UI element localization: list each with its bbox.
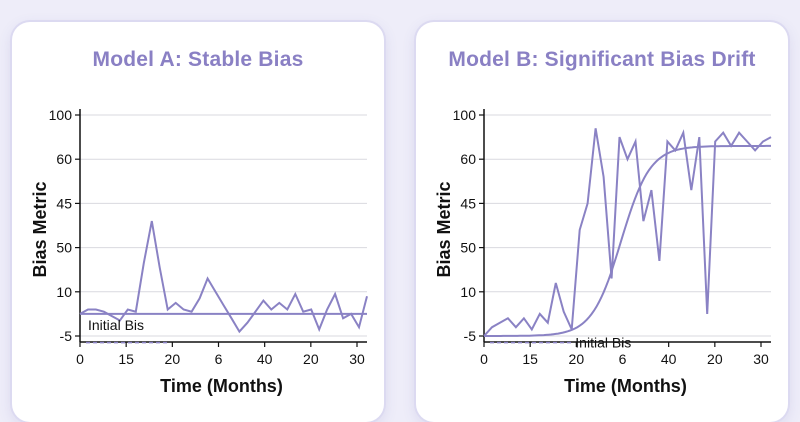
x-tick-label: 20	[165, 351, 181, 367]
x-tick-label: 20	[707, 351, 723, 367]
x-tick-label: 20	[569, 351, 585, 367]
chart-card-model-b: Model B: Significant Bias Drift -5 10 50 45…	[416, 22, 788, 422]
x-tick-label: 30	[349, 351, 365, 367]
y-tick-label: 45	[56, 195, 72, 211]
y-tick-label: 50	[460, 240, 476, 256]
x-tick-label: 40	[257, 351, 273, 367]
y-tick-label: 45	[460, 195, 476, 211]
x-tick-label: 15	[118, 351, 134, 367]
y-tick-label: -5	[60, 328, 73, 344]
x-axis-label: Time (Months)	[160, 376, 283, 396]
x-tick-label: 20	[303, 351, 319, 367]
y-tick-label: 100	[453, 107, 477, 123]
series-line-noisy	[483, 128, 772, 337]
series-line-sigmoid	[484, 144, 771, 337]
chart-plot-model-b: -5 10 50 45 60 100 0 15 20 6 40 20 30 Time (Months) Bi…	[434, 107, 772, 396]
x-tick-label: 30	[753, 351, 769, 367]
x-tick-label: 6	[619, 351, 627, 367]
x-tick-label: 15	[522, 351, 538, 367]
annotation-initial-bias: Initial Bis	[575, 335, 631, 351]
chart-title: Model A: Stable Bias	[92, 48, 304, 71]
y-axis-label: Bias Metric	[434, 181, 454, 277]
x-axis-label: Time (Months)	[564, 376, 687, 396]
y-tick-label: 10	[56, 284, 72, 300]
series-line-noisy	[79, 220, 368, 334]
y-axis-label: Bias Metric	[30, 181, 50, 277]
annotation-initial-bias: Initial Bis	[88, 317, 144, 333]
chart-card-model-a: Model A: Stable Bias -5 10 50 45 60 100 0 15 20 6…	[12, 22, 384, 422]
y-tick-label: 60	[56, 151, 72, 167]
y-tick-label: 100	[49, 107, 73, 123]
x-tick-label: 0	[480, 351, 488, 367]
x-tick-label: 0	[76, 351, 84, 367]
x-tick-label: 40	[661, 351, 677, 367]
y-tick-label: 60	[460, 151, 476, 167]
y-tick-label: -5	[464, 328, 477, 344]
y-tick-label: 50	[56, 240, 72, 256]
chart-title: Model B: Significant Bias Drift	[448, 48, 756, 71]
x-tick-label: 6	[215, 351, 223, 367]
chart-plot-model-a: -5 10 50 45 60 100 0 15 20 6 40 20 30 Time (Months) Bi…	[30, 107, 368, 396]
y-tick-label: 10	[460, 284, 476, 300]
